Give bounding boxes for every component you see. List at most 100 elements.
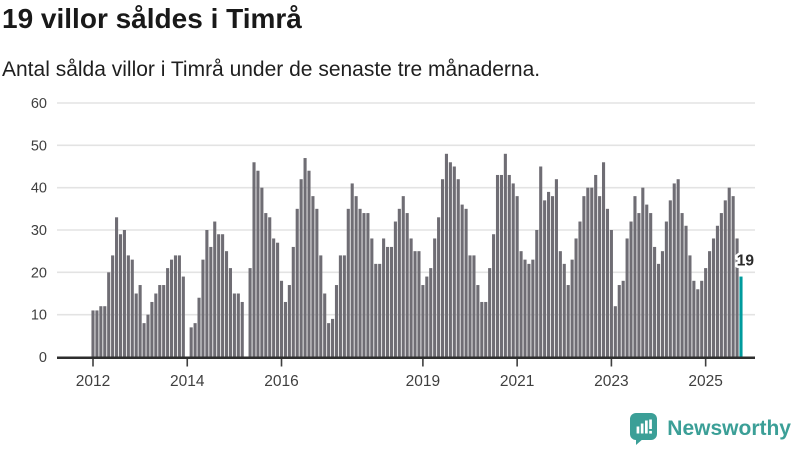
x-axis-tick-label: 2021 — [500, 373, 534, 390]
bar — [566, 285, 570, 357]
bar — [444, 153, 449, 357]
bar — [492, 234, 496, 357]
bar — [315, 208, 319, 357]
bar — [374, 263, 378, 357]
bar — [405, 213, 409, 357]
bar — [287, 285, 291, 357]
bar — [158, 285, 162, 357]
bar — [625, 238, 629, 357]
bar — [224, 251, 229, 357]
bar — [656, 263, 661, 357]
bar — [476, 285, 480, 357]
bar — [295, 208, 299, 357]
bar — [350, 183, 354, 357]
bar — [719, 213, 723, 357]
bar — [162, 285, 166, 357]
bar — [723, 200, 727, 357]
bar — [358, 208, 362, 357]
bar — [480, 301, 484, 357]
bar — [499, 174, 503, 357]
bar — [236, 293, 240, 357]
bar — [342, 255, 346, 357]
bar — [727, 187, 731, 357]
bar — [417, 251, 421, 357]
bar — [205, 230, 209, 357]
bar — [228, 268, 233, 357]
bar — [248, 268, 252, 357]
bar — [527, 263, 531, 357]
bar — [437, 217, 441, 357]
bar — [213, 221, 217, 357]
bar — [166, 268, 170, 357]
bar — [429, 268, 433, 357]
bar — [279, 280, 284, 357]
y-axis-tick-label: 30 — [31, 223, 47, 239]
bar — [189, 327, 193, 357]
bar — [578, 221, 582, 357]
bar — [323, 293, 327, 357]
bar — [535, 230, 539, 357]
bar — [586, 187, 590, 357]
bar — [448, 162, 452, 357]
bar — [307, 170, 311, 357]
y-axis-tick-label: 20 — [31, 265, 47, 281]
bar — [111, 255, 115, 357]
bar — [134, 293, 138, 357]
bar — [154, 293, 158, 357]
bar — [495, 174, 500, 357]
bar — [684, 225, 688, 357]
bar — [232, 293, 236, 357]
bar — [107, 272, 111, 357]
bar — [382, 238, 386, 357]
bar — [653, 246, 657, 357]
bar — [272, 238, 276, 357]
bar — [621, 280, 625, 357]
bar — [193, 323, 197, 357]
bar — [574, 238, 578, 357]
bar — [468, 255, 472, 357]
bar — [558, 251, 562, 357]
highlight-bar — [739, 276, 743, 357]
bar — [409, 238, 413, 357]
bar — [276, 242, 280, 357]
brand-logo: Newsworthy — [629, 412, 791, 445]
bar — [115, 217, 119, 357]
bar — [708, 251, 712, 357]
value-annotation: 19 — [737, 253, 755, 270]
bar — [311, 196, 315, 357]
bar — [130, 259, 134, 357]
bar — [523, 259, 527, 357]
bar — [256, 170, 260, 357]
bar — [283, 301, 287, 357]
bar — [221, 234, 225, 357]
bar — [209, 246, 213, 357]
bar — [609, 230, 613, 357]
bar — [440, 179, 445, 357]
bar — [268, 217, 272, 357]
bar — [401, 196, 405, 357]
bar — [327, 323, 331, 357]
bar — [260, 187, 264, 357]
bar — [531, 259, 535, 357]
bar — [331, 318, 335, 357]
bar — [334, 285, 339, 357]
bar — [421, 285, 425, 357]
bar — [507, 174, 511, 357]
bar — [169, 259, 174, 357]
bar — [484, 301, 488, 357]
bar — [370, 238, 374, 357]
bar — [378, 263, 382, 357]
bar — [150, 301, 154, 357]
bar — [99, 306, 103, 357]
bar — [346, 208, 350, 357]
bar — [393, 221, 397, 357]
bar — [252, 162, 256, 357]
bar — [488, 268, 492, 357]
bar — [550, 196, 555, 357]
bar — [456, 179, 460, 357]
y-axis-tick-label: 50 — [31, 138, 47, 154]
x-axis-tick-label: 2019 — [406, 373, 440, 390]
bar — [126, 255, 130, 357]
bar — [103, 306, 107, 357]
bar — [452, 166, 456, 357]
